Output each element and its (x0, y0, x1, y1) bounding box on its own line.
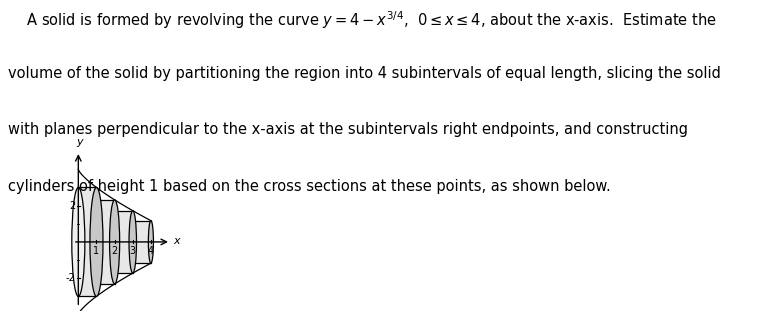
Text: 2: 2 (70, 201, 76, 211)
Text: 4: 4 (148, 246, 154, 257)
Text: with planes perpendicular to the x-axis at the subintervals right endpoints, and: with planes perpendicular to the x-axis … (8, 122, 688, 138)
Polygon shape (78, 187, 97, 296)
Ellipse shape (72, 187, 85, 296)
Text: $y$: $y$ (76, 138, 84, 149)
Polygon shape (114, 211, 133, 273)
Ellipse shape (90, 187, 103, 296)
Ellipse shape (130, 221, 135, 263)
Text: 2: 2 (111, 246, 117, 257)
Ellipse shape (148, 221, 154, 263)
Text: 3: 3 (130, 246, 136, 257)
Polygon shape (133, 221, 151, 263)
Ellipse shape (110, 200, 120, 284)
Text: $x$: $x$ (172, 236, 182, 246)
Ellipse shape (129, 211, 137, 273)
Text: cylinders of height 1 based on the cross sections at these points, as shown belo: cylinders of height 1 based on the cross… (8, 179, 611, 194)
Text: volume of the solid by partitioning the region into 4 subintervals of equal leng: volume of the solid by partitioning the … (8, 66, 720, 81)
Ellipse shape (111, 211, 118, 273)
Text: -2: -2 (66, 273, 76, 283)
Text: A solid is formed by revolving the curve $y = 4 - x^{3/4}$,  $0 \leq x \leq 4$, : A solid is formed by revolving the curve… (8, 9, 717, 31)
Ellipse shape (91, 200, 101, 284)
Polygon shape (97, 200, 114, 284)
Text: 1: 1 (94, 246, 100, 257)
